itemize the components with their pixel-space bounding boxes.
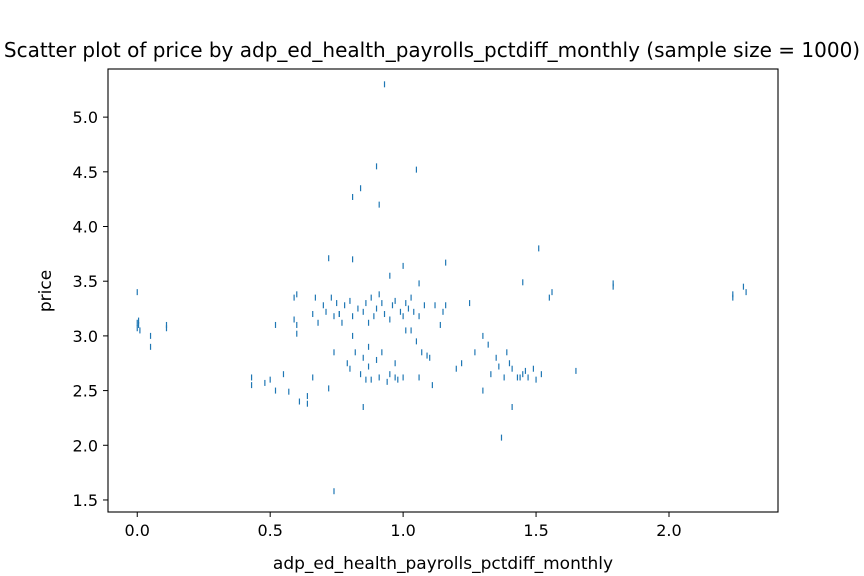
data-points — [136, 81, 747, 495]
x-axis: 0.0 0.5 1.0 1.5 2.0 — [125, 512, 682, 540]
x-axis-label: adp_ed_health_payrolls_pctdiff_monthly — [273, 554, 613, 574]
y-tick-label: 4.0 — [73, 218, 98, 237]
y-axis: 1.5 2.0 2.5 3.0 3.5 4.0 4.5 5.0 — [73, 108, 108, 510]
x-tick-label: 2.0 — [656, 521, 681, 540]
y-tick-label: 3.0 — [73, 327, 98, 346]
x-tick-label: 1.0 — [390, 521, 415, 540]
x-tick-label: 0.5 — [257, 521, 282, 540]
plot-frame — [107, 68, 779, 513]
y-axis-label: price — [36, 270, 56, 312]
chart-title: Scatter plot of price by adp_ed_health_p… — [4, 38, 860, 62]
y-tick-label: 4.5 — [73, 163, 98, 182]
y-tick-label: 3.5 — [73, 272, 98, 291]
x-tick-label: 0.0 — [125, 521, 150, 540]
y-tick-label: 2.0 — [73, 436, 98, 455]
y-tick-label: 1.5 — [73, 491, 98, 510]
y-tick-label: 2.5 — [73, 382, 98, 401]
y-tick-label: 5.0 — [73, 108, 98, 127]
x-tick-label: 1.5 — [523, 521, 548, 540]
